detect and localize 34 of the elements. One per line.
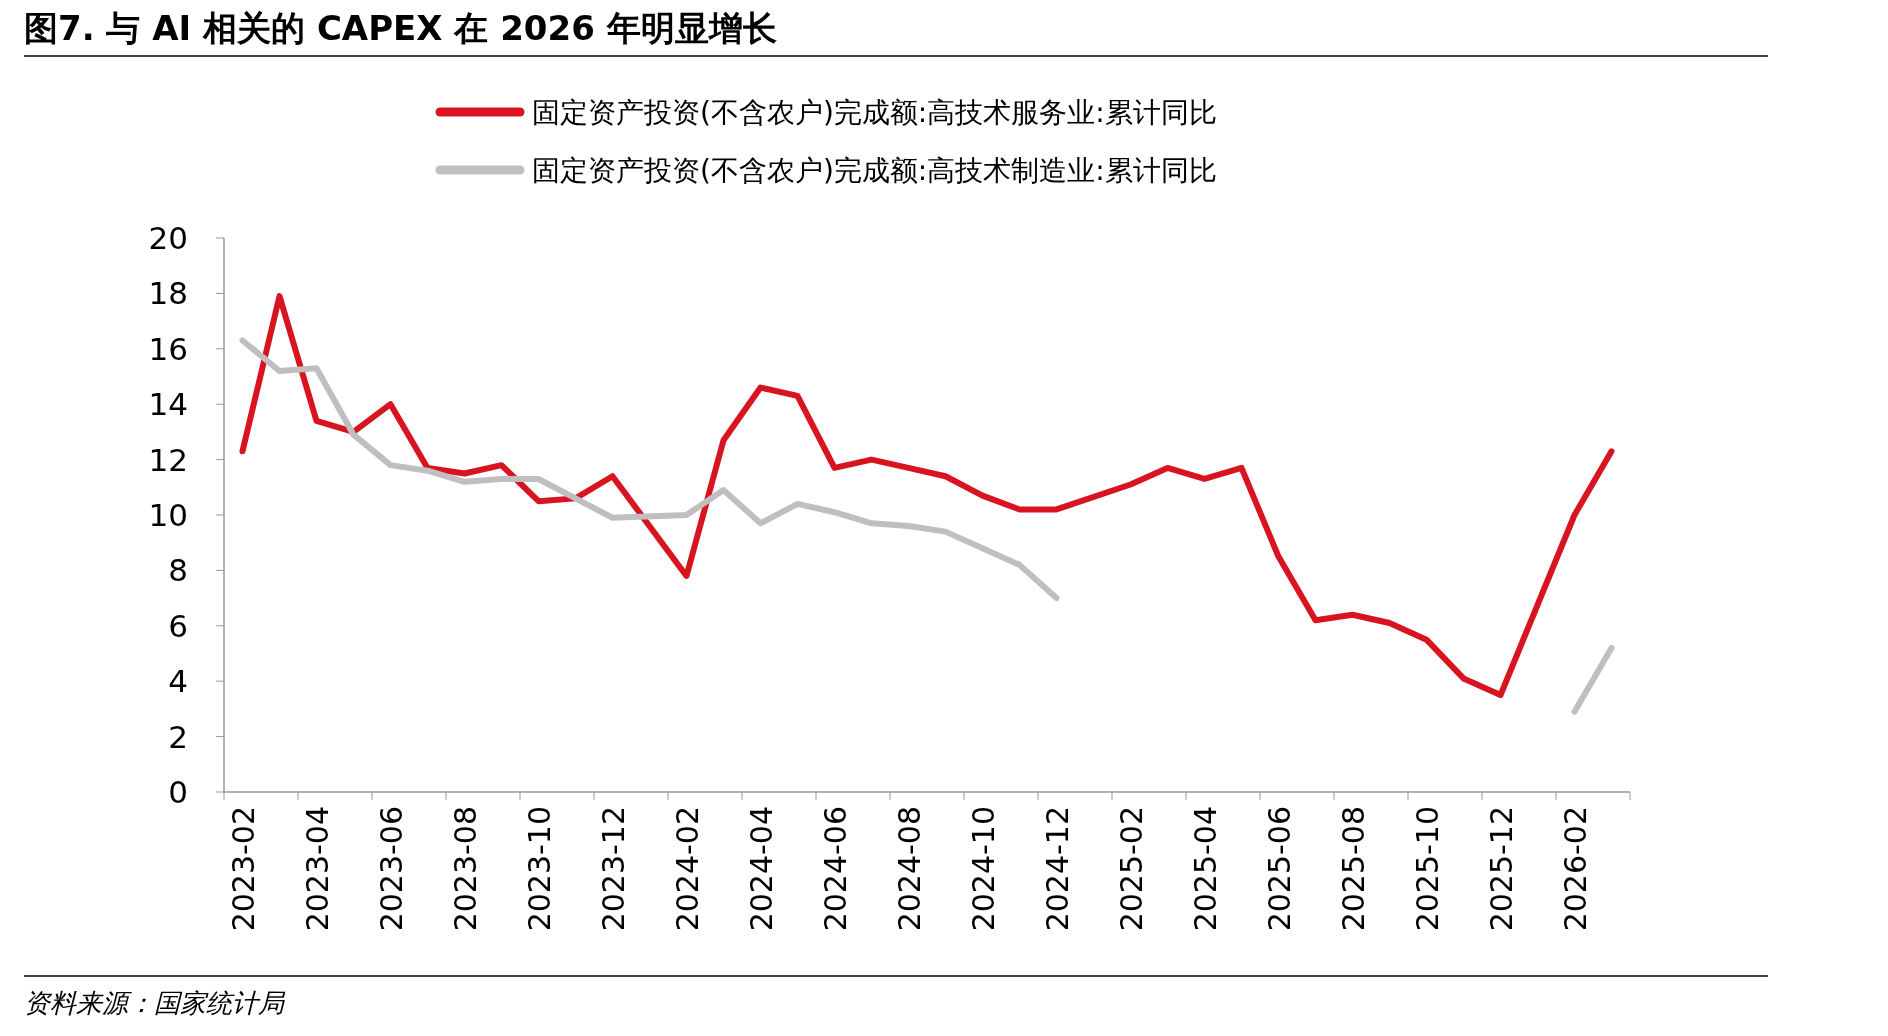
y-tick-label: 6 xyxy=(168,607,188,644)
x-tick-label: 2024-10 xyxy=(965,806,1001,932)
x-tick-label: 2023-10 xyxy=(521,806,557,932)
legend-label: 固定资产投资(不含农户)完成额:高技术服务业:累计同比 xyxy=(532,96,1217,129)
y-tick-label: 4 xyxy=(168,663,188,700)
y-tick-label: 16 xyxy=(148,330,188,367)
x-tick-label: 2024-08 xyxy=(891,806,927,932)
x-tick-label: 2024-06 xyxy=(817,806,853,932)
y-tick-label: 10 xyxy=(148,497,188,533)
x-tick-label: 2025-04 xyxy=(1187,806,1223,932)
legend-label: 固定资产投资(不含农户)完成额:高技术制造业:累计同比 xyxy=(532,154,1217,187)
x-tick-label: 2023-12 xyxy=(595,806,631,932)
y-tick-label: 18 xyxy=(148,275,188,312)
x-tick-label: 2024-02 xyxy=(669,806,705,932)
x-tick-label: 2023-08 xyxy=(447,806,483,932)
x-tick-label: 2023-06 xyxy=(373,806,409,932)
y-tick-label: 0 xyxy=(168,774,188,810)
x-tick-label: 2025-12 xyxy=(1483,806,1519,932)
x-tick-label: 2023-02 xyxy=(225,806,261,932)
x-tick-label: 2023-04 xyxy=(299,806,335,932)
x-tick-label: 2025-08 xyxy=(1335,806,1371,932)
x-tick-label: 2024-12 xyxy=(1039,806,1075,932)
chart-title: 图7. 与 AI 相关的 CAPEX 在 2026 年明显增长 xyxy=(24,8,777,48)
y-tick-label: 20 xyxy=(148,220,188,256)
y-tick-label: 14 xyxy=(148,386,188,423)
x-tick-label: 2026-02 xyxy=(1557,806,1593,932)
y-tick-label: 8 xyxy=(168,552,188,589)
y-tick-label: 12 xyxy=(148,441,188,478)
x-tick-label: 2025-06 xyxy=(1261,806,1297,932)
x-tick-label: 2025-02 xyxy=(1113,806,1149,932)
x-tick-label: 2025-10 xyxy=(1409,806,1445,932)
x-tick-label: 2024-04 xyxy=(743,806,779,932)
y-tick-label: 2 xyxy=(168,718,188,755)
text: 资料来源：国家统计局 xyxy=(24,988,286,1018)
